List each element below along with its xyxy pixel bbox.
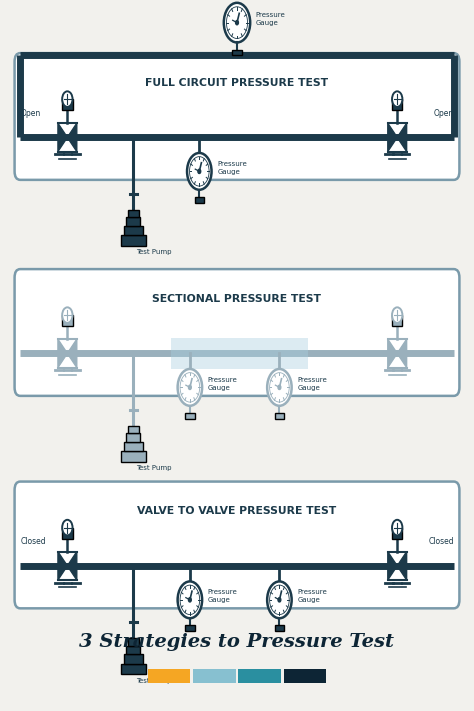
FancyBboxPatch shape (148, 668, 191, 683)
FancyBboxPatch shape (232, 50, 242, 55)
Polygon shape (388, 123, 397, 151)
Circle shape (267, 582, 292, 619)
FancyBboxPatch shape (121, 235, 146, 246)
FancyBboxPatch shape (62, 528, 73, 539)
Circle shape (198, 169, 201, 173)
FancyBboxPatch shape (392, 99, 402, 110)
Circle shape (392, 91, 402, 107)
Circle shape (62, 91, 73, 107)
Polygon shape (388, 339, 397, 368)
FancyBboxPatch shape (121, 451, 146, 461)
FancyBboxPatch shape (15, 53, 459, 180)
Circle shape (267, 369, 292, 406)
Text: VALVE TO VALVE PRESSURE TEST: VALVE TO VALVE PRESSURE TEST (137, 506, 337, 516)
Text: Pressure
Gauge: Pressure Gauge (297, 377, 327, 391)
Text: Closed: Closed (20, 537, 46, 546)
Circle shape (392, 307, 402, 323)
Polygon shape (397, 123, 407, 151)
FancyBboxPatch shape (15, 481, 459, 609)
Polygon shape (58, 339, 67, 368)
FancyBboxPatch shape (185, 626, 195, 631)
Circle shape (180, 373, 200, 402)
FancyBboxPatch shape (195, 197, 204, 203)
Circle shape (270, 585, 289, 614)
Circle shape (178, 369, 202, 406)
FancyBboxPatch shape (124, 442, 143, 451)
FancyBboxPatch shape (193, 668, 236, 683)
Text: SECTIONAL PRESSURE TEST: SECTIONAL PRESSURE TEST (153, 294, 321, 304)
Text: Pressure
Gauge: Pressure Gauge (208, 589, 237, 604)
Text: Pressure
Gauge: Pressure Gauge (256, 12, 286, 26)
FancyBboxPatch shape (121, 663, 146, 674)
Polygon shape (58, 123, 67, 151)
Circle shape (190, 156, 209, 186)
Text: FULL CIRCUIT PRESSURE TEST: FULL CIRCUIT PRESSURE TEST (146, 77, 328, 88)
Polygon shape (397, 339, 407, 368)
Text: Test Pump: Test Pump (136, 250, 171, 255)
FancyBboxPatch shape (124, 654, 143, 663)
FancyBboxPatch shape (62, 315, 73, 326)
Polygon shape (67, 339, 77, 368)
Text: Closed: Closed (428, 537, 454, 546)
FancyBboxPatch shape (392, 528, 402, 539)
Circle shape (62, 307, 73, 323)
FancyBboxPatch shape (124, 226, 143, 235)
FancyBboxPatch shape (171, 338, 308, 369)
Circle shape (187, 153, 211, 190)
Circle shape (236, 21, 238, 25)
Text: Open: Open (20, 109, 40, 117)
Text: Pressure
Gauge: Pressure Gauge (217, 161, 247, 175)
FancyBboxPatch shape (275, 626, 284, 631)
Polygon shape (397, 552, 407, 580)
Circle shape (270, 373, 289, 402)
Circle shape (227, 7, 247, 38)
Polygon shape (67, 552, 77, 580)
Circle shape (178, 582, 202, 619)
Circle shape (224, 3, 250, 43)
FancyBboxPatch shape (185, 413, 195, 419)
FancyBboxPatch shape (15, 269, 459, 396)
Circle shape (278, 598, 281, 602)
Polygon shape (67, 123, 77, 151)
Circle shape (278, 385, 281, 390)
Text: Open: Open (434, 109, 454, 117)
Text: Test Pump: Test Pump (136, 678, 171, 684)
Circle shape (180, 585, 200, 614)
FancyBboxPatch shape (283, 668, 326, 683)
Circle shape (189, 598, 191, 602)
FancyBboxPatch shape (128, 426, 138, 434)
FancyBboxPatch shape (62, 99, 73, 110)
FancyBboxPatch shape (128, 210, 138, 218)
Polygon shape (388, 552, 397, 580)
Text: 3 Strategies to Pressure Test: 3 Strategies to Pressure Test (80, 633, 394, 651)
Circle shape (62, 520, 73, 535)
Text: Test Pump: Test Pump (136, 465, 171, 471)
FancyBboxPatch shape (275, 413, 284, 419)
FancyBboxPatch shape (238, 668, 281, 683)
FancyBboxPatch shape (126, 434, 140, 442)
FancyBboxPatch shape (392, 315, 402, 326)
FancyBboxPatch shape (126, 646, 140, 654)
Polygon shape (58, 552, 67, 580)
Circle shape (392, 520, 402, 535)
Text: Pressure
Gauge: Pressure Gauge (208, 377, 237, 391)
Text: Pressure
Gauge: Pressure Gauge (297, 589, 327, 604)
FancyBboxPatch shape (126, 218, 140, 226)
FancyBboxPatch shape (128, 638, 138, 646)
Circle shape (189, 385, 191, 390)
